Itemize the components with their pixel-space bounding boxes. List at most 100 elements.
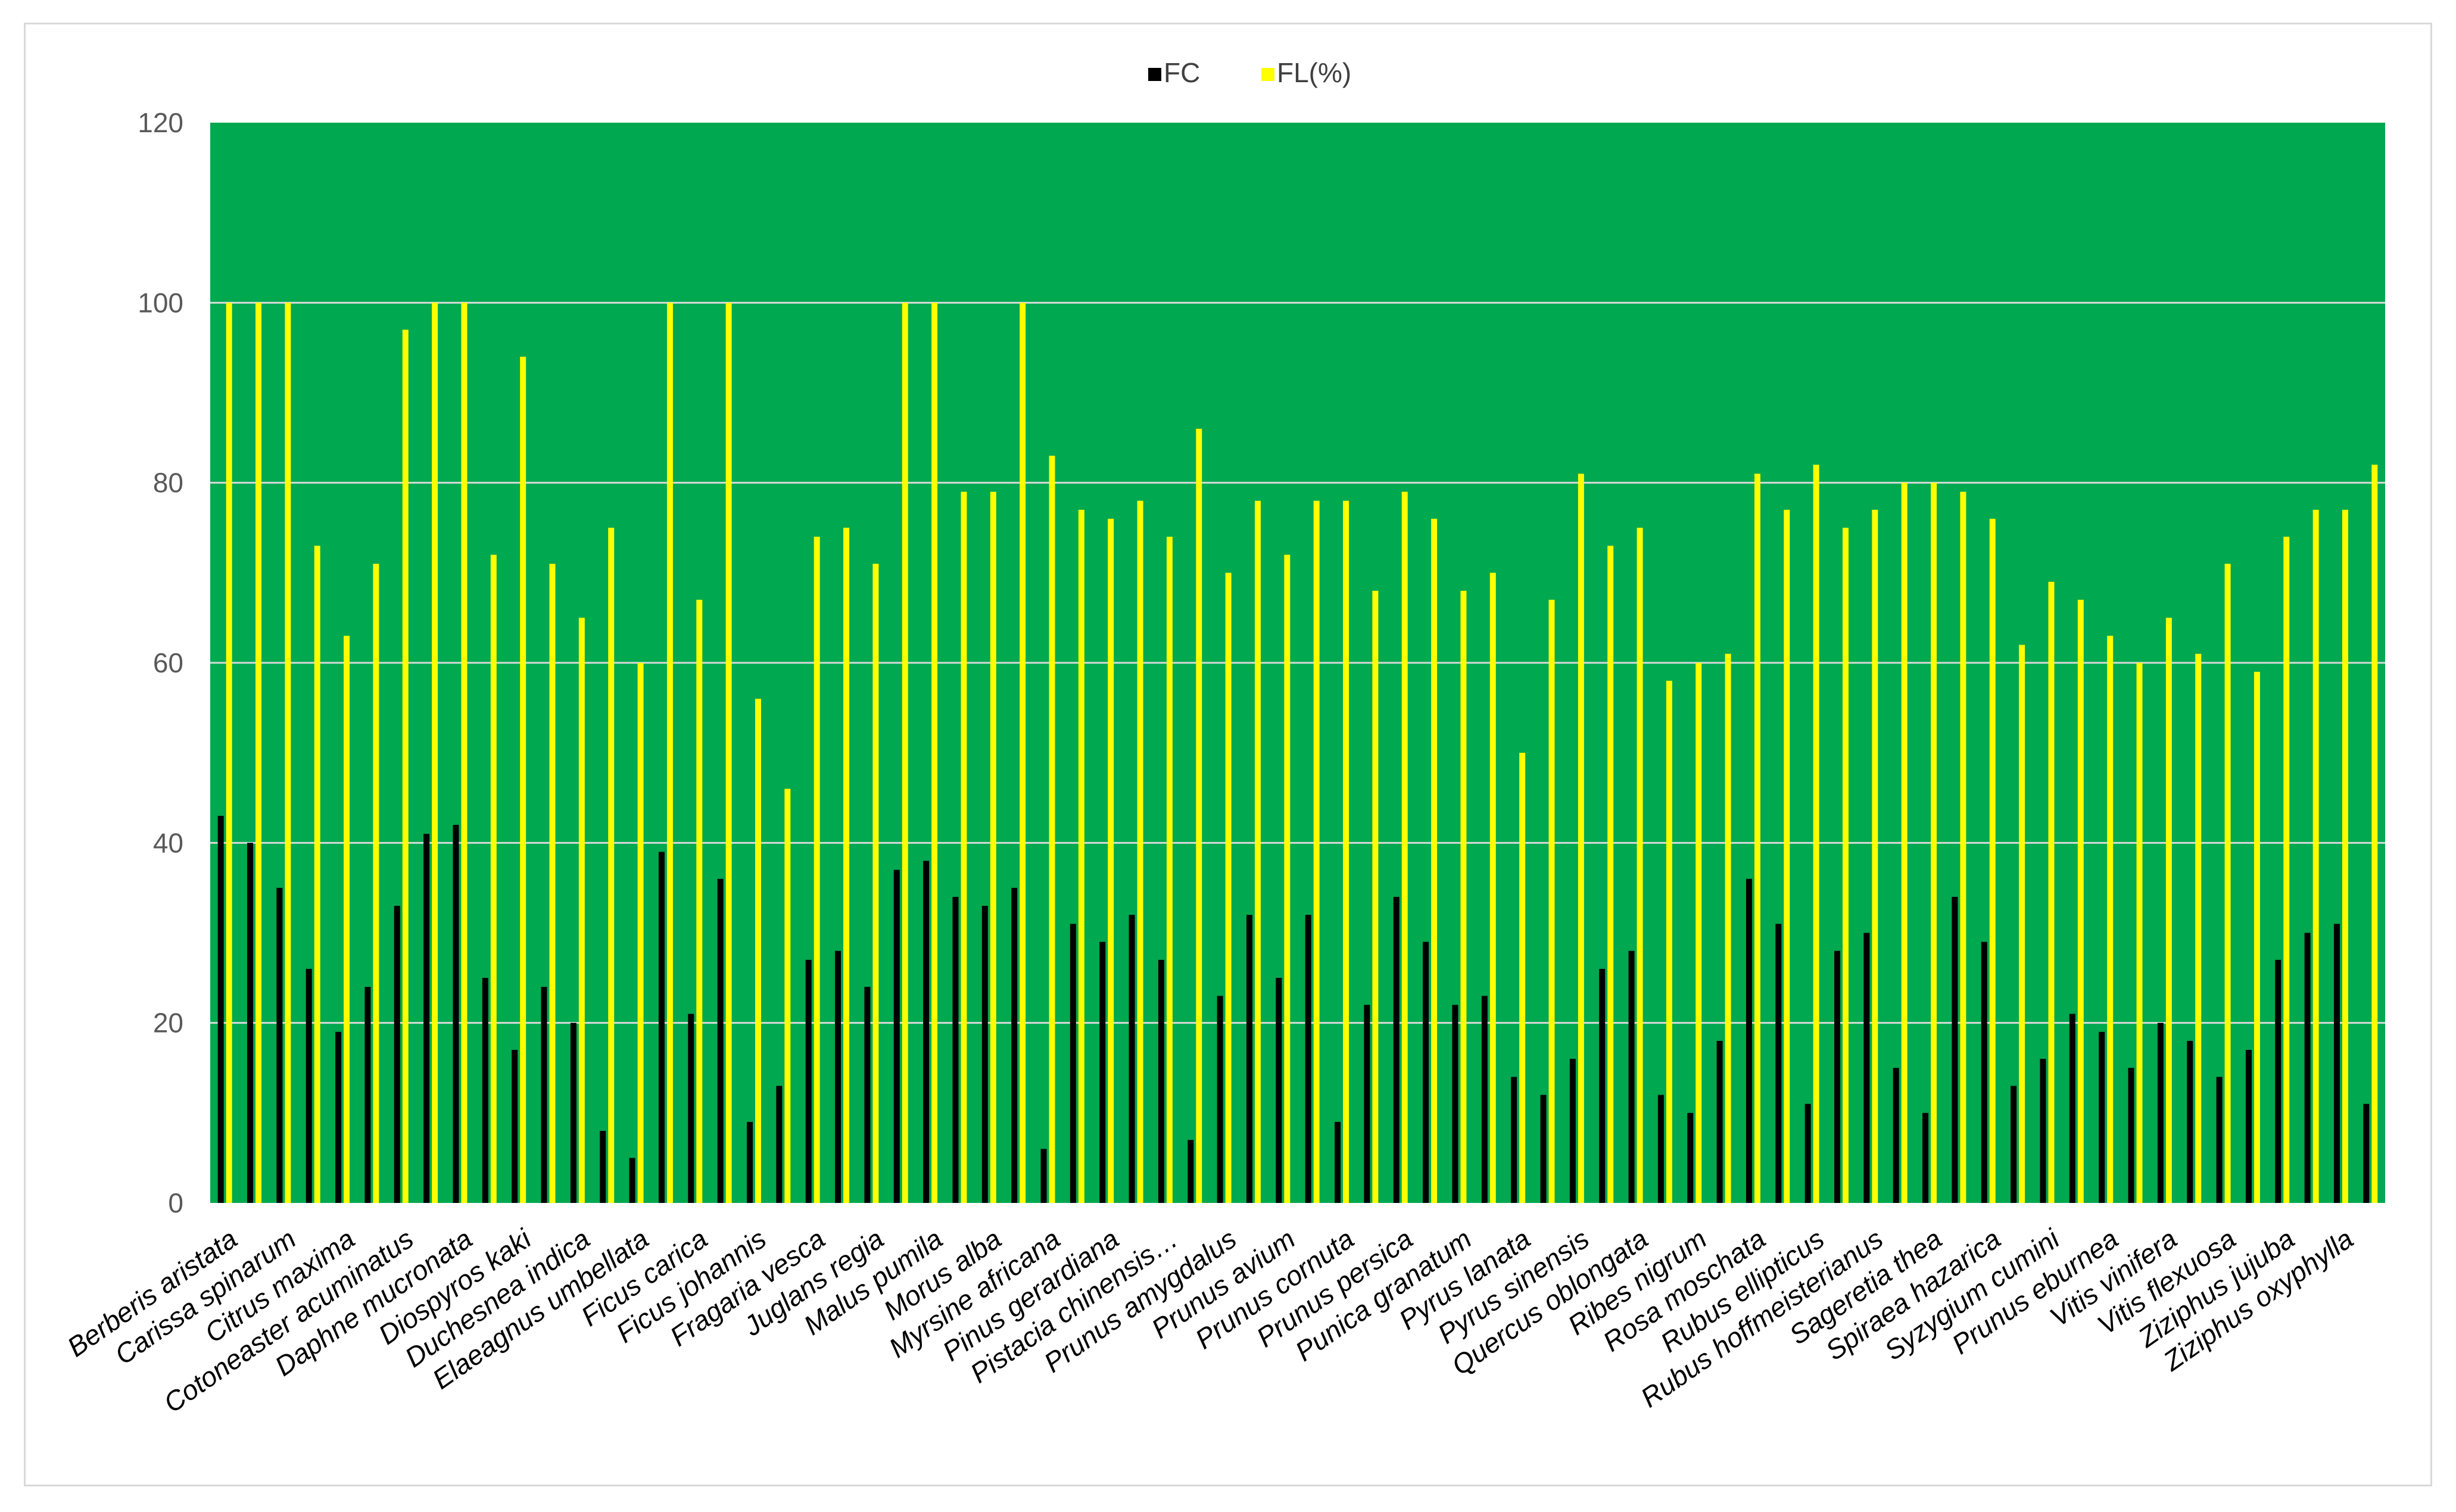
fc-bar — [541, 987, 547, 1203]
fl-bar — [1960, 491, 1966, 1203]
fc-bar — [2333, 924, 2340, 1203]
fl-bar — [1196, 428, 1202, 1203]
fl-bar — [990, 491, 996, 1203]
fc-bar — [1452, 1005, 1458, 1203]
fc-bar — [394, 906, 400, 1203]
fc-bar — [1246, 915, 1252, 1203]
fc-bar — [1158, 959, 1164, 1203]
y-tick-label: 60 — [153, 647, 183, 678]
fl-bar — [373, 563, 379, 1203]
fl-bar — [1548, 600, 1555, 1203]
fl-bar — [1784, 510, 1790, 1204]
fc-bar — [1511, 1077, 1517, 1203]
fl-bar — [1460, 591, 1467, 1203]
fl-bar — [1931, 482, 1937, 1203]
fl-bar — [1754, 473, 1760, 1203]
fc-bar — [335, 1031, 342, 1203]
fl-bar — [1166, 537, 1173, 1203]
fc-bar — [217, 815, 224, 1203]
fl-bar — [2048, 581, 2055, 1204]
fl-bar — [1489, 572, 1496, 1204]
fl-bar — [1666, 681, 1672, 1203]
chart-frame: 0 20 40 60 80 100 120 Berberis aristata Carissa… — [24, 23, 2432, 1486]
fc-bar — [1188, 1140, 1194, 1203]
fc-bar — [1804, 1103, 1811, 1203]
fl-bar — [814, 537, 820, 1203]
fc-bar — [1335, 1121, 1341, 1203]
fl-bar — [314, 545, 320, 1203]
fl-bar — [344, 635, 350, 1203]
fc-bar — [600, 1131, 606, 1203]
fl-bar — [2195, 653, 2202, 1203]
fl-bar — [1989, 519, 1996, 1204]
fl-bar — [931, 303, 938, 1203]
fl-bar — [872, 563, 879, 1203]
fc-bar — [1628, 950, 1635, 1203]
fl-bar — [1313, 500, 1320, 1203]
fl-bar — [2254, 672, 2260, 1203]
legend-swatch-fl — [1261, 68, 1274, 81]
fl-bar — [725, 303, 732, 1203]
fc-bar — [717, 878, 724, 1203]
fl-bar — [1020, 303, 1026, 1203]
fc-bar — [1305, 915, 1311, 1203]
y-axis-ticks: 0 20 40 60 80 100 120 — [138, 107, 183, 1218]
fc-bar — [1922, 1112, 1929, 1203]
fc-bar — [1981, 942, 1987, 1203]
fl-bar — [578, 618, 585, 1203]
fl-bar — [402, 329, 409, 1203]
fc-bar — [2011, 1086, 2017, 1203]
fl-bar — [2136, 663, 2143, 1203]
fc-bar — [1834, 950, 1840, 1203]
fc-bar — [776, 1086, 783, 1203]
fl-bar — [2283, 537, 2290, 1203]
fl-bar — [2371, 464, 2378, 1203]
fc-bar — [2187, 1040, 2193, 1203]
fl-bar — [285, 303, 291, 1203]
fc-bar — [1746, 878, 1752, 1203]
fl-bar — [843, 528, 850, 1203]
fl-bar — [2165, 618, 2172, 1203]
fc-bar — [1569, 1059, 1576, 1203]
fl-bar — [1431, 519, 1438, 1204]
fc-bar — [835, 950, 841, 1203]
fl-bar — [755, 699, 761, 1203]
fl-bar — [520, 357, 526, 1203]
fl-bar — [1607, 545, 1614, 1203]
fl-bar — [490, 554, 497, 1203]
fc-bar — [276, 887, 283, 1203]
fl-bar — [1137, 500, 1143, 1203]
fc-bar — [2128, 1068, 2134, 1203]
bar-chart: 0 20 40 60 80 100 120 Berberis aristataCarissa… — [61, 57, 2385, 1419]
y-tick-label: 80 — [153, 467, 183, 498]
fc-bar — [2275, 959, 2282, 1203]
fc-bar — [423, 834, 430, 1203]
legend-label-fc: FC — [1164, 57, 1200, 88]
bars — [217, 303, 2378, 1204]
fl-bar — [1872, 510, 1878, 1204]
fc-bar — [1423, 942, 1429, 1203]
fl-bar — [637, 663, 644, 1203]
fc-bar — [453, 825, 459, 1203]
y-tick-label: 40 — [153, 827, 183, 858]
fl-bar — [784, 788, 791, 1203]
fl-bar — [255, 303, 262, 1203]
fc-bar — [923, 861, 930, 1203]
fl-bar — [1284, 554, 1291, 1203]
fc-bar — [2069, 1014, 2075, 1203]
fl-bar — [1901, 482, 1908, 1203]
y-tick-label: 120 — [138, 107, 183, 138]
fl-bar — [1695, 663, 1702, 1203]
fc-bar — [1011, 887, 1018, 1203]
legend-label-fl: FL(%) — [1277, 57, 1351, 88]
fl-bar — [961, 491, 967, 1203]
fc-bar — [1217, 996, 1223, 1203]
fl-bar — [1843, 528, 1849, 1203]
fc-bar — [1481, 996, 1488, 1203]
fc-bar — [306, 968, 312, 1203]
fl-bar — [226, 303, 232, 1203]
fl-bar — [1254, 500, 1261, 1203]
fl-bar — [461, 303, 467, 1203]
fl-bar — [666, 303, 673, 1203]
fl-bar — [1343, 500, 1349, 1203]
